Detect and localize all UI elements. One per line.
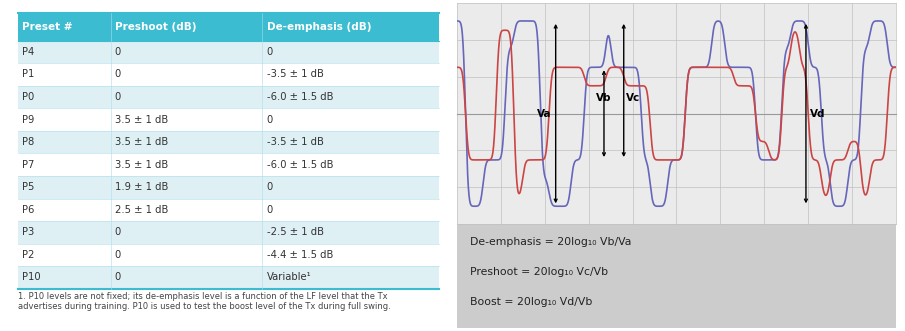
Text: 0: 0 xyxy=(115,70,121,79)
Text: De-emphasis = 20log₁₀ Vb/Va: De-emphasis = 20log₁₀ Vb/Va xyxy=(470,237,632,247)
Text: Variable¹: Variable¹ xyxy=(266,272,311,282)
Text: 0: 0 xyxy=(266,205,272,215)
Text: 0: 0 xyxy=(115,47,121,57)
FancyBboxPatch shape xyxy=(18,221,439,244)
Text: P0: P0 xyxy=(22,92,34,102)
Text: -6.0 ± 1.5 dB: -6.0 ± 1.5 dB xyxy=(266,92,333,102)
FancyBboxPatch shape xyxy=(457,3,896,224)
Text: -2.5 ± 1 dB: -2.5 ± 1 dB xyxy=(266,227,323,237)
FancyBboxPatch shape xyxy=(18,266,439,289)
Text: 0: 0 xyxy=(266,47,272,57)
Text: Vc: Vc xyxy=(626,93,640,103)
Text: -3.5 ± 1 dB: -3.5 ± 1 dB xyxy=(266,70,323,79)
Text: Preset #: Preset # xyxy=(22,22,72,32)
FancyBboxPatch shape xyxy=(18,176,439,199)
Text: P2: P2 xyxy=(22,250,34,260)
Text: Preshoot = 20log₁₀ Vc/Vb: Preshoot = 20log₁₀ Vc/Vb xyxy=(470,267,608,277)
Text: P10: P10 xyxy=(22,272,41,282)
Text: Va: Va xyxy=(537,109,551,118)
Text: 2.5 ± 1 dB: 2.5 ± 1 dB xyxy=(115,205,168,215)
Text: 0: 0 xyxy=(115,250,121,260)
FancyBboxPatch shape xyxy=(18,199,439,221)
FancyBboxPatch shape xyxy=(18,13,110,41)
Text: P7: P7 xyxy=(22,160,34,170)
Text: P1: P1 xyxy=(22,70,34,79)
Text: -6.0 ± 1.5 dB: -6.0 ± 1.5 dB xyxy=(266,160,333,170)
FancyBboxPatch shape xyxy=(457,224,896,328)
FancyBboxPatch shape xyxy=(18,63,439,86)
Text: -4.4 ± 1.5 dB: -4.4 ± 1.5 dB xyxy=(266,250,333,260)
Text: 3.5 ± 1 dB: 3.5 ± 1 dB xyxy=(115,160,168,170)
FancyBboxPatch shape xyxy=(262,13,439,41)
Text: 3.5 ± 1 dB: 3.5 ± 1 dB xyxy=(115,137,168,147)
Text: Boost = 20log₁₀ Vd/Vb: Boost = 20log₁₀ Vd/Vb xyxy=(470,298,593,307)
FancyBboxPatch shape xyxy=(18,108,439,131)
Text: 1. P10 levels are not fixed; its de-emphasis level is a function of the LF level: 1. P10 levels are not fixed; its de-emph… xyxy=(18,292,391,311)
FancyBboxPatch shape xyxy=(18,41,439,63)
FancyBboxPatch shape xyxy=(18,86,439,108)
Text: P4: P4 xyxy=(22,47,34,57)
Text: P5: P5 xyxy=(22,182,34,192)
Text: Vd: Vd xyxy=(810,109,826,118)
Text: P6: P6 xyxy=(22,205,34,215)
Text: De-emphasis (dB): De-emphasis (dB) xyxy=(266,22,371,32)
Text: Preshoot (dB): Preshoot (dB) xyxy=(115,22,196,32)
Text: 3.5 ± 1 dB: 3.5 ± 1 dB xyxy=(115,115,168,124)
Text: 0: 0 xyxy=(266,182,272,192)
Text: P3: P3 xyxy=(22,227,34,237)
Text: P8: P8 xyxy=(22,137,34,147)
Text: -3.5 ± 1 dB: -3.5 ± 1 dB xyxy=(266,137,323,147)
FancyBboxPatch shape xyxy=(110,13,262,41)
Text: Vb: Vb xyxy=(596,93,612,103)
Text: P9: P9 xyxy=(22,115,34,124)
FancyBboxPatch shape xyxy=(18,244,439,266)
Text: 0: 0 xyxy=(115,92,121,102)
Text: 1.9 ± 1 dB: 1.9 ± 1 dB xyxy=(115,182,168,192)
FancyBboxPatch shape xyxy=(18,153,439,176)
FancyBboxPatch shape xyxy=(18,131,439,153)
Text: 0: 0 xyxy=(266,115,272,124)
Text: 0: 0 xyxy=(115,227,121,237)
Text: 0: 0 xyxy=(115,272,121,282)
